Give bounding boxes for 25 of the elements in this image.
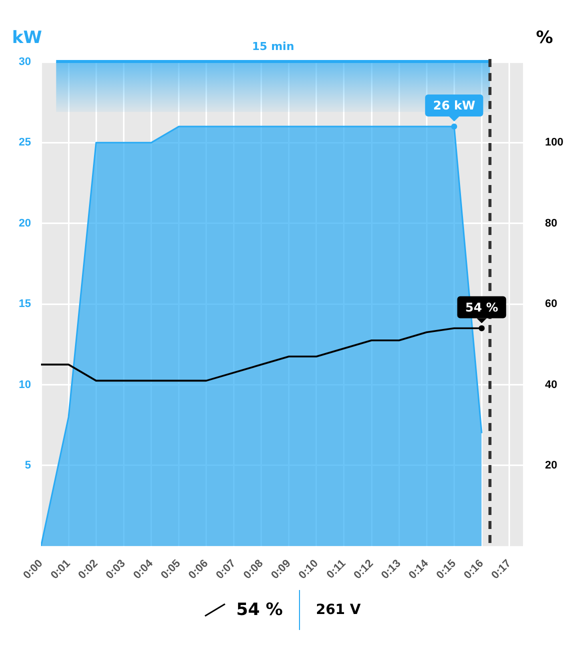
x-tick-label: 0:11 — [324, 558, 348, 582]
text: 261 V — [316, 602, 361, 618]
x-tick-label: 0:16 — [462, 558, 486, 582]
y2-tick-label: 100 — [545, 136, 564, 149]
y2-tick-label: 20 — [545, 459, 558, 472]
x-tick-label: 0:01 — [48, 558, 73, 582]
y2-tick-label: 60 — [545, 298, 558, 310]
x-tick-label: 0:03 — [104, 558, 128, 582]
y-axis-title: kW — [12, 28, 42, 48]
band-label: 15 min — [252, 40, 294, 53]
data-label: 54 % — [465, 300, 498, 314]
y-tick-label: 5 — [24, 459, 31, 472]
data-label: 26 kW — [433, 98, 476, 113]
y-tick-label: 30 — [18, 56, 31, 68]
y2-tick-label: 40 — [545, 378, 558, 391]
y-tick-label: 25 — [18, 136, 31, 149]
y2-tick-label: 80 — [545, 217, 558, 230]
x-tick-label: 0:06 — [186, 558, 211, 582]
y-tick-label: 20 — [18, 217, 31, 230]
x-tick-label: 0:08 — [242, 558, 266, 582]
y-tick-label: 10 — [18, 378, 31, 391]
x-tick-label: 0:04 — [131, 556, 156, 582]
y2-axis-title: % — [536, 28, 553, 48]
text: 54 % — [236, 600, 283, 620]
y-tick-label: 15 — [18, 298, 31, 310]
